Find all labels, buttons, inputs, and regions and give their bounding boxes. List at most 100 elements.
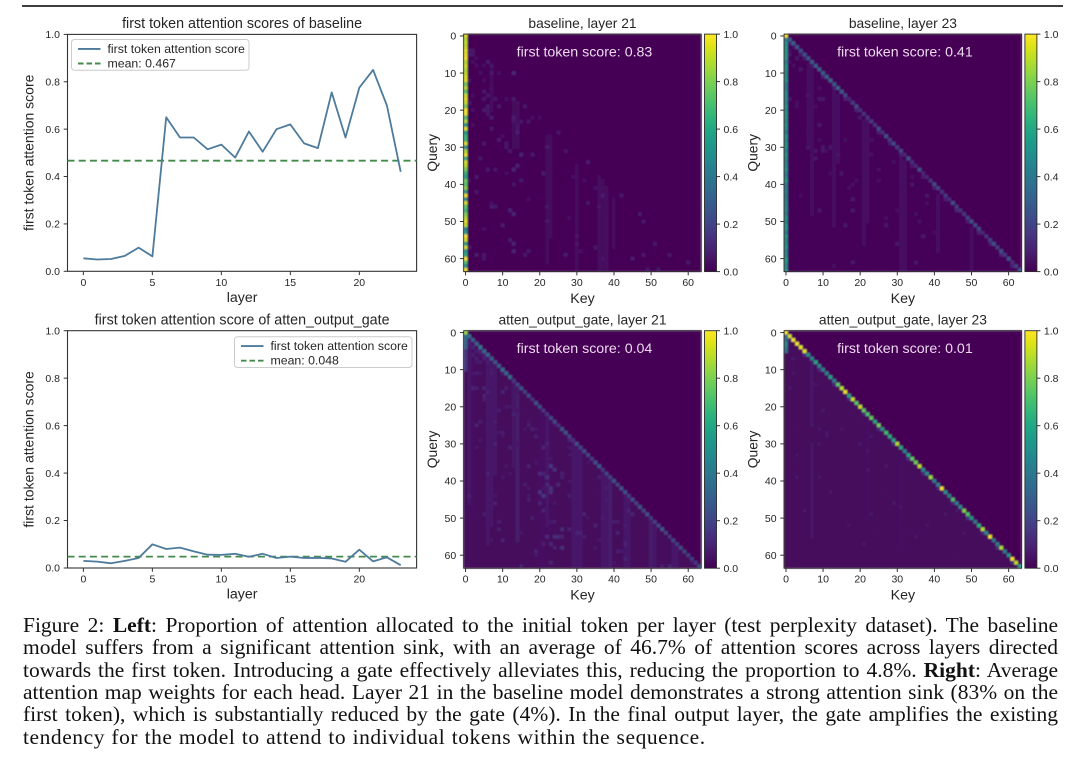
svg-text:0.6: 0.6: [724, 420, 739, 432]
svg-text:20: 20: [534, 574, 546, 586]
svg-text:0: 0: [463, 277, 469, 289]
svg-text:50: 50: [445, 216, 457, 228]
svg-text:0.2: 0.2: [724, 219, 739, 231]
svg-text:10: 10: [445, 68, 457, 80]
svg-text:Key: Key: [891, 588, 916, 604]
svg-text:first token attention scores o: first token attention scores of baseline: [122, 16, 362, 32]
svg-text:baseline, layer 23: baseline, layer 23: [849, 16, 957, 31]
svg-text:first token attention score: first token attention score: [108, 42, 246, 56]
svg-text:0.6: 0.6: [1044, 420, 1059, 432]
svg-text:10: 10: [765, 364, 777, 376]
svg-text:layer: layer: [227, 290, 258, 306]
svg-text:0.4: 0.4: [45, 171, 60, 183]
svg-text:1.0: 1.0: [724, 325, 739, 337]
svg-text:1.0: 1.0: [1044, 29, 1059, 41]
svg-text:1.0: 1.0: [45, 29, 60, 41]
svg-text:40: 40: [445, 476, 457, 488]
svg-text:10: 10: [817, 574, 829, 586]
svg-text:0: 0: [80, 574, 86, 586]
svg-text:30: 30: [765, 439, 777, 451]
svg-text:0.2: 0.2: [45, 515, 60, 527]
svg-text:layer: layer: [227, 587, 258, 603]
svg-text:0.0: 0.0: [45, 563, 60, 575]
svg-text:Query: Query: [425, 134, 440, 172]
svg-text:10: 10: [445, 364, 457, 376]
svg-text:0.6: 0.6: [45, 420, 60, 432]
svg-text:0.8: 0.8: [45, 77, 60, 89]
svg-text:0.2: 0.2: [1044, 219, 1059, 231]
svg-text:40: 40: [765, 179, 777, 191]
svg-text:mean: 0.467: mean: 0.467: [108, 57, 177, 71]
svg-text:50: 50: [445, 513, 457, 525]
svg-text:20: 20: [854, 277, 866, 289]
svg-text:15: 15: [284, 574, 296, 586]
svg-text:Key: Key: [891, 291, 916, 307]
svg-text:first token attention score: first token attention score: [271, 339, 409, 353]
svg-text:40: 40: [608, 277, 620, 289]
svg-text:0.4: 0.4: [45, 468, 60, 480]
svg-text:15: 15: [284, 277, 296, 289]
svg-text:baseline, layer 21: baseline, layer 21: [528, 16, 636, 31]
svg-text:1.0: 1.0: [1044, 325, 1059, 337]
svg-text:0: 0: [771, 31, 777, 43]
svg-text:0.6: 0.6: [724, 124, 739, 136]
svg-text:atten_output_gate, layer 23: atten_output_gate, layer 23: [819, 312, 987, 327]
svg-text:40: 40: [445, 179, 457, 191]
svg-text:10: 10: [216, 277, 228, 289]
svg-text:50: 50: [645, 574, 657, 586]
svg-text:20: 20: [534, 277, 546, 289]
svg-text:0.8: 0.8: [724, 373, 739, 385]
svg-text:0.6: 0.6: [45, 124, 60, 136]
svg-text:0.0: 0.0: [1044, 266, 1059, 278]
svg-text:60: 60: [1003, 277, 1015, 289]
svg-text:60: 60: [682, 574, 694, 586]
svg-text:0.8: 0.8: [1044, 373, 1059, 385]
svg-text:first token score: 0.41: first token score: 0.41: [837, 45, 973, 61]
svg-text:0.2: 0.2: [45, 219, 60, 231]
svg-text:50: 50: [966, 277, 978, 289]
svg-text:40: 40: [608, 574, 620, 586]
svg-text:0.8: 0.8: [1044, 76, 1059, 88]
svg-text:10: 10: [497, 277, 509, 289]
svg-text:0: 0: [450, 31, 456, 43]
svg-text:50: 50: [765, 216, 777, 228]
svg-text:50: 50: [765, 513, 777, 525]
svg-text:1.0: 1.0: [45, 325, 60, 337]
svg-text:5: 5: [149, 574, 155, 586]
svg-text:10: 10: [216, 574, 228, 586]
svg-text:Key: Key: [570, 291, 595, 307]
svg-text:0: 0: [783, 277, 789, 289]
svg-text:Key: Key: [570, 588, 595, 604]
svg-text:first token score: 0.04: first token score: 0.04: [517, 341, 653, 357]
svg-text:0.6: 0.6: [1044, 124, 1059, 136]
svg-text:30: 30: [445, 142, 457, 154]
svg-text:first token attention score of: first token attention score of atten_out…: [95, 312, 390, 328]
svg-text:20: 20: [353, 574, 365, 586]
svg-text:0.2: 0.2: [1044, 515, 1059, 527]
svg-text:0.8: 0.8: [45, 373, 60, 385]
svg-text:first token score: 0.01: first token score: 0.01: [837, 341, 973, 357]
svg-text:20: 20: [445, 402, 457, 414]
svg-text:0.0: 0.0: [45, 266, 60, 278]
svg-text:60: 60: [765, 253, 777, 265]
svg-text:30: 30: [571, 574, 583, 586]
svg-text:first token attention score: first token attention score: [21, 371, 37, 528]
svg-text:40: 40: [929, 277, 941, 289]
svg-text:60: 60: [445, 550, 457, 562]
svg-text:0: 0: [771, 327, 777, 339]
svg-text:30: 30: [765, 142, 777, 154]
svg-text:0.4: 0.4: [724, 468, 739, 480]
svg-text:10: 10: [497, 574, 509, 586]
svg-text:60: 60: [765, 550, 777, 562]
svg-text:first token score: 0.83: first token score: 0.83: [517, 45, 653, 61]
svg-text:5: 5: [149, 277, 155, 289]
svg-text:Query: Query: [746, 134, 761, 172]
svg-text:60: 60: [445, 253, 457, 265]
svg-text:30: 30: [445, 439, 457, 451]
svg-text:20: 20: [445, 105, 457, 117]
svg-text:atten_output_gate, layer 21: atten_output_gate, layer 21: [499, 312, 667, 327]
svg-text:0.8: 0.8: [724, 76, 739, 88]
svg-text:50: 50: [645, 277, 657, 289]
svg-text:60: 60: [1003, 574, 1015, 586]
svg-text:10: 10: [817, 277, 829, 289]
